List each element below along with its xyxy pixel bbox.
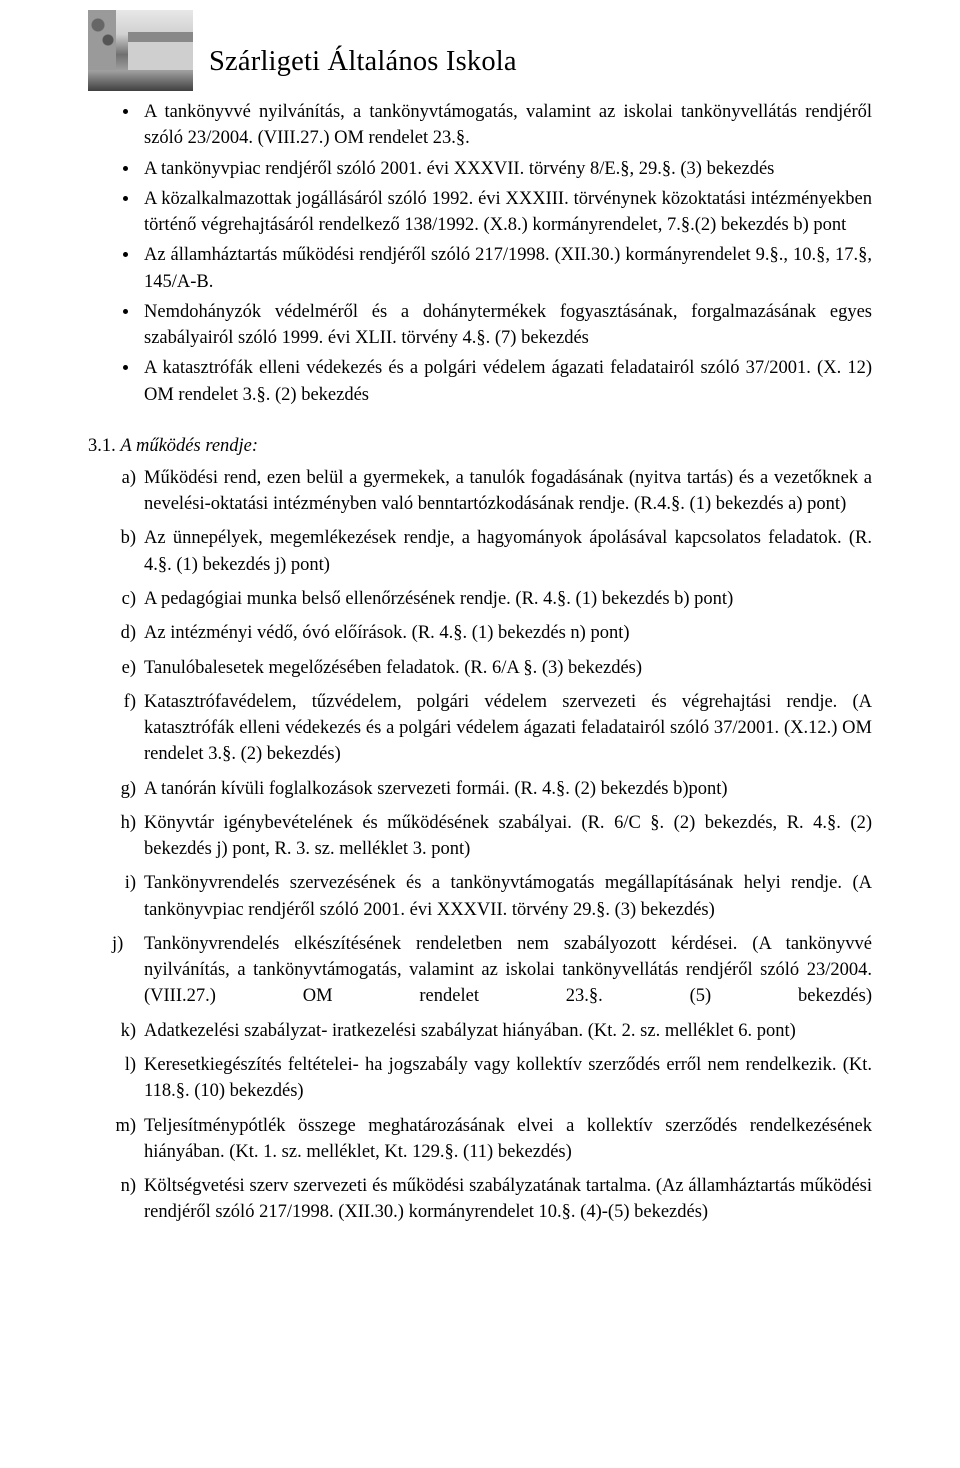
list-item: Az államháztartás működési rendjéről szó… bbox=[140, 242, 872, 295]
list-item: Katasztrófavédelem, tűzvédelem, polgári … bbox=[140, 689, 872, 768]
list-item: Könyvtár igénybevételének és működésének… bbox=[140, 810, 872, 863]
list-item: Költségvetési szerv szervezeti és működé… bbox=[140, 1173, 872, 1226]
section-title-text: A működés rendje: bbox=[120, 436, 258, 456]
regulation-bullet-list: A tankönyvvé nyilvánítás, a tankönyvtámo… bbox=[88, 99, 872, 408]
list-item: Adatkezelési szabályzat- iratkezelési sz… bbox=[140, 1018, 872, 1044]
list-item: Tanulóbalesetek megelőzésében feladatok.… bbox=[140, 655, 872, 681]
list-item: A tankönyvpiac rendjéről szóló 2001. évi… bbox=[140, 156, 872, 182]
school-photo bbox=[88, 10, 193, 91]
list-item: A tanórán kívüli foglalkozások szervezet… bbox=[140, 776, 872, 802]
section-heading: 3.1. A működés rendje: bbox=[88, 436, 872, 457]
document-page: Szárligeti Általános Iskola A tankönyvvé… bbox=[0, 0, 960, 1468]
list-item: Keresetkiegészítés feltételei- ha jogsza… bbox=[140, 1052, 872, 1105]
list-item: A katasztrófák elleni védekezés és a pol… bbox=[140, 355, 872, 408]
list-item: Nemdohányzók védelméről és a dohánytermé… bbox=[140, 299, 872, 352]
document-header: Szárligeti Általános Iskola bbox=[88, 10, 872, 91]
list-item: Teljesítménypótlék összege meghatározásá… bbox=[140, 1113, 872, 1166]
list-item: Működési rend, ezen belül a gyermekek, a… bbox=[140, 465, 872, 518]
list-item: A pedagógiai munka belső ellenőrzésének … bbox=[140, 586, 872, 612]
list-item: A közalkalmazottak jogállásáról szóló 19… bbox=[140, 186, 872, 239]
list-item: Tankönyvrendelés elkészítésének rendelet… bbox=[140, 931, 872, 1010]
list-item: Az ünnepélyek, megemlékezések rendje, a … bbox=[140, 525, 872, 578]
list-item: Az intézményi védő, óvó előírások. (R. 4… bbox=[140, 620, 872, 646]
section-number-text: 3.1. bbox=[88, 436, 120, 456]
list-item: A tankönyvvé nyilvánítás, a tankönyvtámo… bbox=[140, 99, 872, 152]
school-title: Szárligeti Általános Iskola bbox=[209, 10, 517, 78]
list-item: Tankönyvrendelés szervezésének és a tank… bbox=[140, 870, 872, 923]
operation-lettered-list: Működési rend, ezen belül a gyermekek, a… bbox=[88, 465, 872, 1226]
